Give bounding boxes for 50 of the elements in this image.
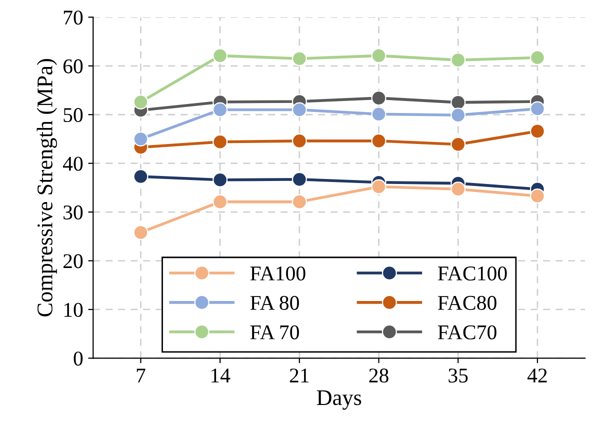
point [292, 194, 307, 210]
x-tick-label: 7 [136, 368, 146, 382]
x-tick-label: 35 [448, 368, 468, 383]
y-tick-label: 50 [64, 108, 83, 122]
y-tick-label: 40 [62, 156, 83, 171]
point [133, 168, 148, 184]
point [371, 133, 386, 148]
legend-label: FAC100 [438, 266, 507, 280]
point [212, 194, 228, 210]
legend-label: FAC70 [438, 325, 496, 340]
legend-label: FA 70 [250, 325, 299, 340]
point [530, 124, 545, 139]
point [450, 108, 466, 123]
point [530, 101, 545, 116]
x-tick-label: 21 [290, 368, 309, 382]
x-tick-label: 42 [527, 368, 547, 382]
y-tick-label: 10 [64, 302, 83, 317]
point [292, 133, 307, 148]
point [292, 102, 307, 118]
y-tick-label: 30 [64, 205, 83, 220]
y-axis-title: Compressive Strength (MPa) [36, 59, 58, 316]
x-axis-title: Days [316, 390, 362, 410]
x-tick-label: 14 [211, 368, 230, 382]
point [212, 102, 228, 118]
point [292, 51, 307, 66]
y-tick-label: 0 [74, 352, 83, 366]
point [450, 94, 466, 110]
point [450, 136, 466, 152]
point [450, 182, 466, 197]
point [371, 179, 386, 194]
y-tick-label: 70 [64, 10, 83, 25]
y-tick-label: 60 [63, 59, 83, 74]
point [133, 94, 148, 110]
point [371, 106, 386, 122]
y-tick-label: 20 [63, 254, 83, 268]
point [371, 48, 386, 64]
point [292, 172, 307, 187]
x-tick-label: 28 [369, 368, 388, 383]
point [530, 188, 545, 204]
point [450, 52, 466, 68]
legend-label: FA100 [250, 266, 306, 280]
legend-label: FAC80 [438, 296, 496, 310]
point [133, 225, 148, 240]
point [133, 131, 148, 146]
point [530, 50, 545, 66]
point [212, 172, 228, 188]
point [212, 48, 228, 64]
point [371, 90, 386, 106]
legend-label: FA 80 [250, 296, 299, 310]
point [212, 134, 228, 150]
